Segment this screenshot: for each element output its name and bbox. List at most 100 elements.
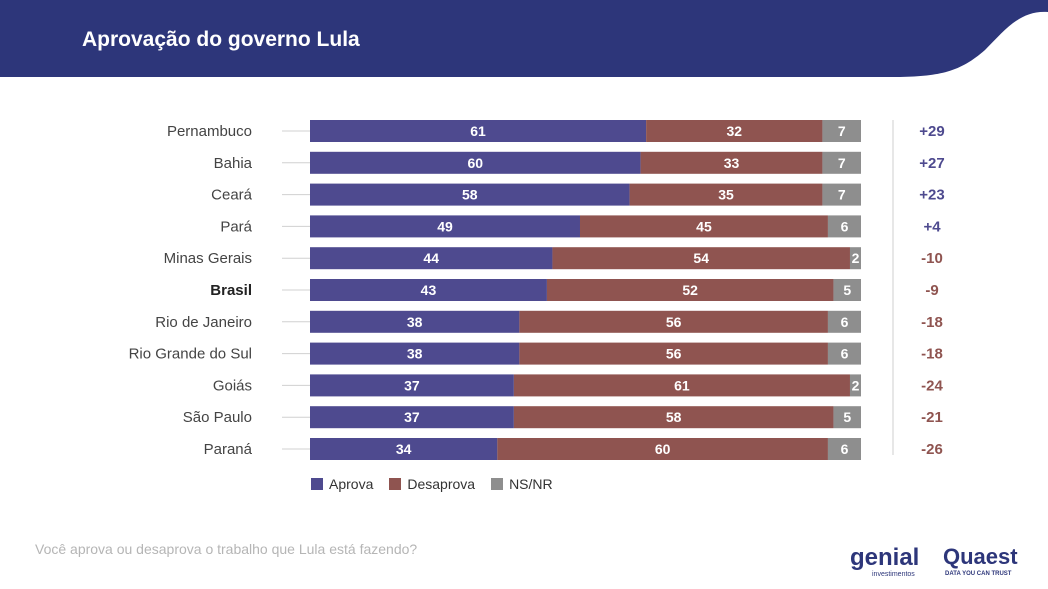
difference-label-bahia: +27 xyxy=(919,155,944,172)
difference-label-minas-gerais: -10 xyxy=(921,250,943,267)
bar-cear--1 xyxy=(629,183,823,206)
category-label-s-o-paulo: São Paulo xyxy=(183,409,252,426)
header-bar: Aprovação do governo Lula xyxy=(0,0,1048,80)
stacked-bar-chart: Pernambuco 61 32 7 +29 Bahia 60 33 7 +27 Ceará 58 35… xyxy=(129,120,945,460)
category-label-goi-s: Goiás xyxy=(213,377,252,394)
partner-logos: genial investimentos Quaest DATA YOU CAN… xyxy=(850,544,1018,578)
bar-par--0 xyxy=(310,215,580,238)
legend-label-aprova: Aprova xyxy=(329,476,374,492)
bar-label-rio-grande-do-sul-2: 6 xyxy=(841,346,849,362)
bar-rio-grande-do-sul-1 xyxy=(519,342,828,365)
difference-label-rio-grande-do-sul: -18 xyxy=(921,346,943,363)
bar-label-brasil-0: 43 xyxy=(421,282,437,298)
bar-rio-de-janeiro-1 xyxy=(519,310,828,333)
bar-label-paran--1: 60 xyxy=(655,441,671,457)
bar-minas-gerais-1 xyxy=(552,247,850,270)
bar-label-rio-de-janeiro-2: 6 xyxy=(841,314,849,330)
bar-label-s-o-paulo-2: 5 xyxy=(843,409,851,425)
category-label-paran-: Paraná xyxy=(204,441,253,458)
bar-label-paran--0: 34 xyxy=(396,441,412,457)
difference-label-paran-: -26 xyxy=(921,441,943,458)
genial-logo: genial xyxy=(850,544,919,571)
legend-item-nsnr: NS/NR xyxy=(491,476,553,492)
bar-brasil-1 xyxy=(546,279,834,301)
bar-label-pernambuco-2: 7 xyxy=(838,123,846,139)
bar-cear--0 xyxy=(310,183,630,206)
quaest-logo-sub: DATA YOU CAN TRUST xyxy=(945,571,1012,577)
bar-rio-de-janeiro-2 xyxy=(827,310,861,333)
difference-label-brasil: -9 xyxy=(925,282,938,299)
bar-label-minas-gerais-2: 2 xyxy=(852,250,860,266)
bar-label-pernambuco-0: 61 xyxy=(470,123,486,139)
legend-swatch-desaprova xyxy=(389,478,402,490)
bar-rio-grande-do-sul-0 xyxy=(310,342,520,365)
category-label-pernambuco: Pernambuco xyxy=(167,123,252,140)
bar-label-cear--1: 35 xyxy=(718,187,734,203)
bar-label-rio-de-janeiro-0: 38 xyxy=(407,314,423,330)
difference-label-par-: +4 xyxy=(923,218,941,235)
bar-s-o-paulo-2 xyxy=(833,406,861,429)
header-background xyxy=(0,0,1048,77)
bar-label-minas-gerais-0: 44 xyxy=(423,250,439,266)
bar-label-goi-s-1: 61 xyxy=(674,377,690,393)
category-label-rio-grande-do-sul: Rio Grande do Sul xyxy=(129,346,252,363)
bar-goi-s-1 xyxy=(513,374,850,397)
legend-item-aprova: Aprova xyxy=(311,476,373,492)
difference-label-cear-: +23 xyxy=(919,187,944,204)
bar-label-par--0: 49 xyxy=(437,218,453,234)
bar-label-cear--0: 58 xyxy=(462,187,478,203)
bar-goi-s-0 xyxy=(310,374,514,397)
bar-label-brasil-2: 5 xyxy=(843,282,851,298)
survey-question: Você aprova ou desaprova o trabalho que … xyxy=(35,541,418,557)
bar-minas-gerais-2 xyxy=(849,247,861,270)
bar-label-paran--2: 6 xyxy=(841,441,849,457)
bar-pernambuco-1 xyxy=(646,120,823,142)
bar-label-rio-de-janeiro-1: 56 xyxy=(666,314,682,330)
category-label-par-: Pará xyxy=(220,218,252,235)
bar-bahia-1 xyxy=(640,151,823,174)
bar-par--2 xyxy=(827,215,861,238)
legend-swatch-aprova xyxy=(311,478,323,490)
difference-label-rio-de-janeiro: -18 xyxy=(921,314,943,331)
bar-label-brasil-1: 52 xyxy=(682,282,698,298)
bar-label-bahia-1: 33 xyxy=(724,155,740,171)
category-label-minas-gerais: Minas Gerais xyxy=(164,250,252,267)
bar-label-goi-s-2: 2 xyxy=(852,377,860,393)
genial-logo-sub: investimentos xyxy=(872,571,915,578)
difference-label-s-o-paulo: -21 xyxy=(921,409,943,426)
bar-label-rio-grande-do-sul-0: 38 xyxy=(407,346,423,362)
bar-label-s-o-paulo-0: 37 xyxy=(404,409,420,425)
bar-pernambuco-2 xyxy=(822,120,861,142)
bar-paran--0 xyxy=(310,438,498,460)
quaest-logo: Quaest xyxy=(943,544,1018,569)
bar-label-minas-gerais-1: 54 xyxy=(693,250,709,266)
bar-brasil-0 xyxy=(310,279,547,301)
bar-label-par--2: 6 xyxy=(841,218,849,234)
bar-paran--2 xyxy=(827,438,861,460)
bar-rio-grande-do-sul-2 xyxy=(827,342,861,365)
legend-label-desaprova: Desaprova xyxy=(407,476,476,492)
bar-par--1 xyxy=(579,215,828,238)
bar-cear--2 xyxy=(822,183,861,206)
bar-s-o-paulo-0 xyxy=(310,406,514,429)
difference-label-pernambuco: +29 xyxy=(919,123,944,140)
bar-pernambuco-0 xyxy=(310,120,647,142)
difference-label-goi-s: -24 xyxy=(921,377,943,394)
legend-swatch-nsnr xyxy=(491,478,504,490)
bar-paran--1 xyxy=(497,438,828,460)
bar-label-bahia-0: 60 xyxy=(468,155,484,171)
bar-bahia-0 xyxy=(310,151,641,174)
bar-minas-gerais-0 xyxy=(310,247,553,270)
bar-goi-s-2 xyxy=(849,374,861,397)
page-title: Aprovação do governo Lula xyxy=(82,28,360,51)
bar-label-rio-grande-do-sul-1: 56 xyxy=(666,346,682,362)
bar-label-pernambuco-1: 32 xyxy=(726,123,742,139)
category-label-brasil: Brasil xyxy=(210,282,252,299)
bar-label-bahia-2: 7 xyxy=(838,155,846,171)
bar-brasil-2 xyxy=(833,279,861,301)
bar-label-s-o-paulo-1: 58 xyxy=(666,409,682,425)
category-label-bahia: Bahia xyxy=(214,155,253,172)
bar-rio-de-janeiro-0 xyxy=(310,310,520,333)
bar-label-cear--2: 7 xyxy=(838,187,846,203)
legend-item-desaprova: Desaprova xyxy=(389,476,475,492)
